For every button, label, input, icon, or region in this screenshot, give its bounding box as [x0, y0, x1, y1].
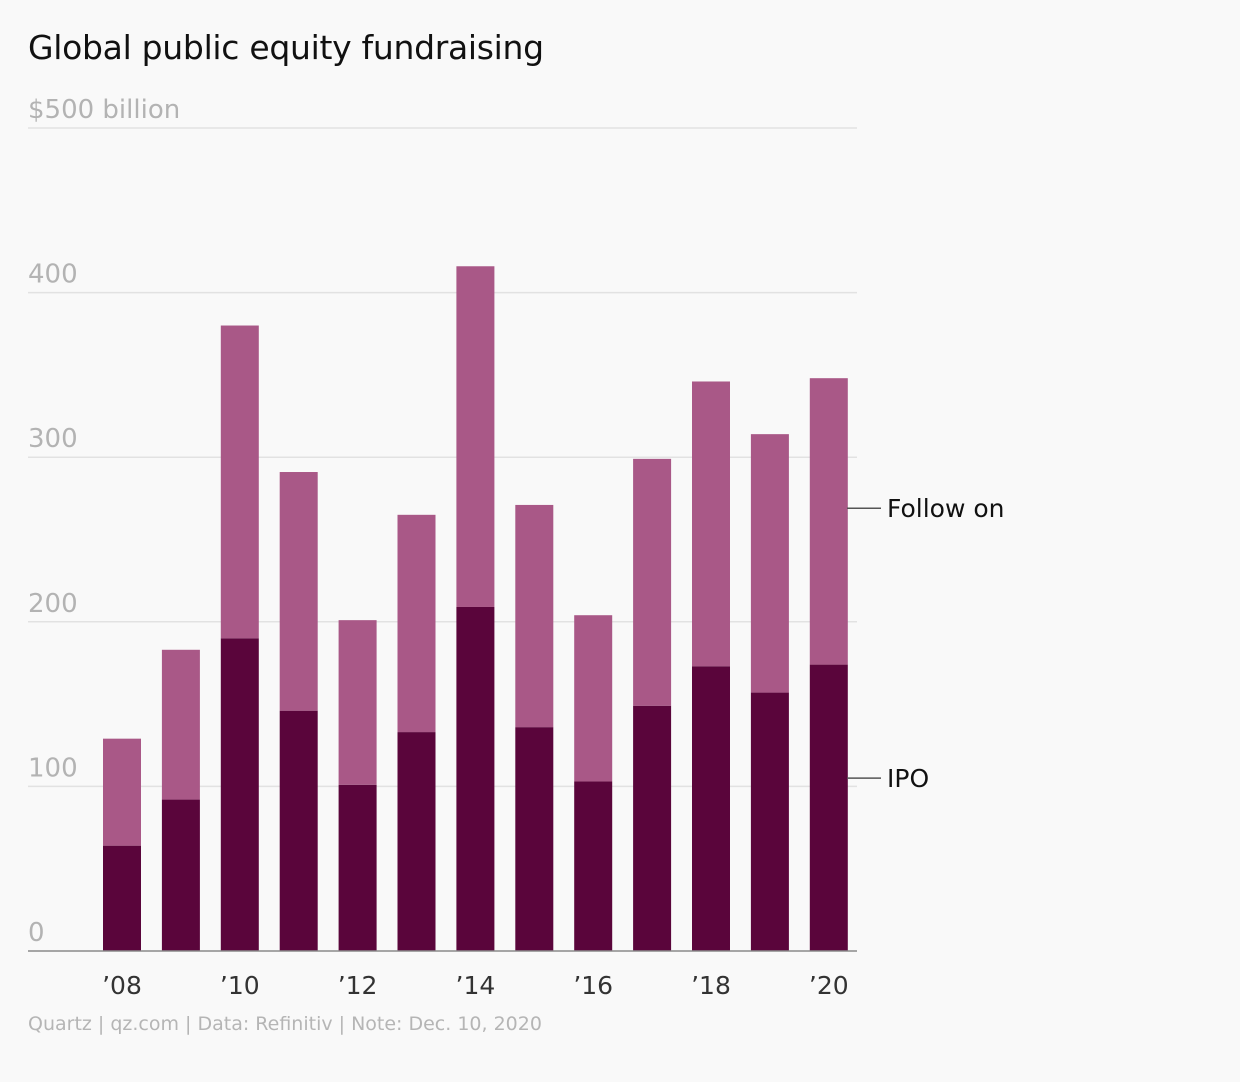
bar-follow-on [633, 458, 672, 706]
bar-ipo [279, 710, 318, 951]
legend-label-follow-on: Follow on [887, 494, 1005, 523]
bar-ipo [515, 727, 554, 951]
source-note: Quartz | qz.com | Data: Refinitiv | Note… [28, 1013, 542, 1035]
x-tick-label: ’12 [338, 971, 378, 1000]
bars [103, 266, 848, 951]
x-tick-label: ’20 [809, 971, 849, 1000]
bar-follow-on [397, 514, 436, 733]
legend-label-ipo: IPO [887, 764, 929, 793]
bar-ipo [338, 784, 377, 951]
bar-follow-on [692, 381, 730, 667]
bar-ipo [103, 845, 141, 951]
bar-follow-on [338, 620, 377, 785]
x-tick-label: ’18 [691, 971, 731, 1000]
y-tick-label: 300 [28, 424, 78, 454]
x-tick-label: ’08 [102, 971, 142, 1000]
bar-ipo [692, 666, 730, 951]
bar-ipo [633, 705, 672, 951]
y-tick-label: 200 [28, 589, 78, 619]
bar-follow-on [750, 434, 789, 693]
x-tick-label: ’16 [573, 971, 613, 1000]
bar-ipo [574, 781, 613, 951]
bar-ipo [220, 638, 259, 951]
y-tick-label: 100 [28, 753, 78, 783]
bar-ipo [809, 664, 848, 951]
gridlines [28, 127, 857, 788]
y-tick-label: $500 billion [28, 95, 180, 125]
bar-follow-on [279, 472, 318, 711]
axis-labels: 0 100 200 300 400 $500 billion ’08 ’10 ’12 ’14 ’16… [28, 95, 849, 1000]
bar-follow-on [515, 504, 554, 728]
bar-follow-on [161, 649, 200, 800]
bar-follow-on [809, 378, 848, 665]
bar-ipo [161, 799, 200, 951]
y-tick-label: 400 [28, 260, 78, 290]
legend: Follow on IPO [847, 494, 1005, 793]
bar-ipo [750, 692, 789, 951]
x-tick-label: ’14 [456, 971, 496, 1000]
bar-ipo [456, 606, 495, 951]
bar-follow-on [220, 325, 259, 639]
bar-ipo [397, 732, 436, 951]
bar-follow-on [574, 615, 613, 782]
bar-follow-on [456, 266, 495, 607]
y-tick-label: 0 [28, 918, 45, 948]
bar-follow-on [103, 738, 141, 846]
x-tick-label: ’10 [220, 971, 260, 1000]
chart-title: Global public equity fundraising [28, 28, 544, 67]
